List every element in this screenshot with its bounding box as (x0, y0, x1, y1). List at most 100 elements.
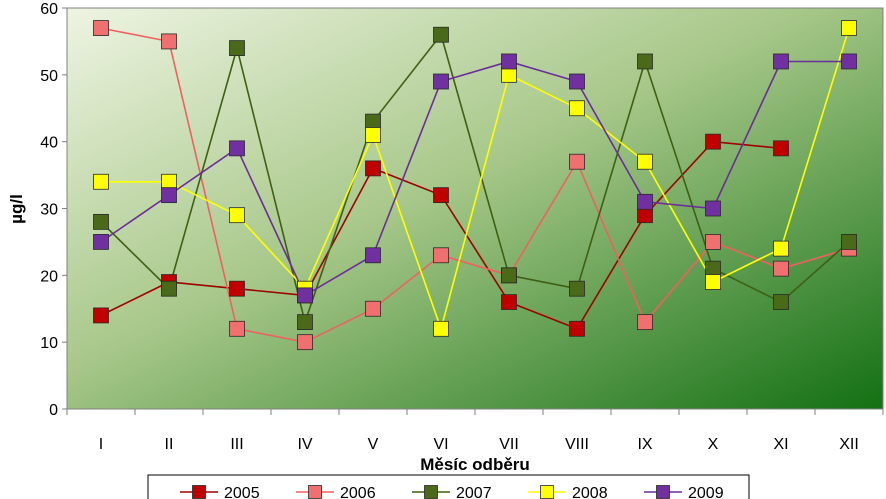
data-point (501, 294, 517, 310)
y-tick-label: 30 (40, 202, 58, 219)
data-point (297, 334, 313, 351)
legend-item: 2005 (180, 485, 260, 499)
legend: 2005 2006 2007 2008 2009 (180, 485, 724, 499)
data-point (705, 274, 721, 290)
data-point (365, 160, 381, 177)
data-point (161, 280, 177, 297)
data-point (433, 247, 449, 264)
legend-label: 2007 (456, 485, 492, 499)
data-point (365, 113, 381, 130)
data-point (569, 100, 585, 117)
data-point (569, 153, 585, 170)
legend-label: 2005 (224, 485, 260, 499)
x-tick-label: VI (433, 436, 448, 453)
series-2009 (100, 60, 849, 297)
x-axis-title: Měsíc odběru (420, 455, 530, 474)
x-tick-label: III (230, 436, 243, 453)
data-point (161, 173, 177, 190)
data-point (841, 234, 857, 250)
data-point (773, 260, 789, 277)
x-tick-label: I (99, 436, 103, 453)
data-point (569, 73, 585, 90)
series-markers-2007 (93, 26, 857, 331)
data-point (93, 307, 109, 324)
data-point (433, 187, 449, 204)
data-point (637, 153, 653, 170)
series-markers-2009 (93, 53, 857, 304)
legend-box (147, 474, 750, 499)
data-point (569, 280, 585, 297)
series-2007 (100, 32, 850, 325)
y-tick-label: 10 (40, 335, 58, 352)
x-tick-label: XII (839, 436, 859, 453)
x-tick-label: X (708, 436, 719, 453)
data-point (773, 240, 789, 257)
x-tick-label: XI (773, 436, 788, 453)
series-layer (93, 20, 857, 351)
series-2008 (101, 27, 850, 332)
legend-label: 2009 (688, 485, 724, 499)
legend-item: 2006 (296, 485, 376, 499)
data-point (161, 187, 177, 204)
data-point (365, 247, 381, 264)
series-line (100, 32, 850, 325)
data-point (433, 320, 449, 337)
data-point (229, 140, 245, 157)
legend-item: 2009 (644, 485, 724, 499)
data-point (365, 127, 381, 143)
data-point (229, 320, 245, 337)
data-point (637, 53, 653, 70)
legend-marker (424, 485, 438, 499)
series-line (100, 27, 850, 344)
data-point (841, 20, 857, 36)
data-point (501, 53, 517, 70)
x-tick-label: VII (499, 436, 519, 453)
x-tick-label: V (368, 436, 379, 453)
series-line (101, 27, 850, 332)
data-point (229, 280, 245, 297)
data-point (773, 294, 789, 310)
data-point (433, 26, 449, 43)
data-point (705, 260, 721, 277)
data-point (637, 314, 653, 331)
data-point (705, 200, 721, 217)
x-axis: I II III IV V VI VII VIII IX X XI XII (66, 408, 884, 453)
legend-marker (656, 485, 670, 499)
y-tick-label: 50 (40, 68, 58, 85)
y-axis-title: µg/l (7, 194, 26, 224)
y-tick-label: 20 (40, 268, 58, 285)
data-point (705, 234, 721, 250)
legend-label: 2006 (340, 485, 376, 499)
data-point (297, 314, 313, 331)
legend-marker (540, 485, 554, 499)
legend-marker (308, 485, 322, 499)
data-point (501, 66, 517, 83)
data-point (841, 53, 857, 70)
data-point (705, 133, 721, 150)
y-tick-label: 60 (40, 1, 58, 18)
data-point (93, 234, 109, 250)
data-point (93, 20, 109, 36)
data-point (773, 140, 789, 157)
data-point (637, 207, 653, 224)
data-point (637, 193, 653, 210)
series-2006 (100, 27, 850, 344)
data-point (569, 320, 585, 337)
legend-label: 2008 (572, 485, 608, 499)
series-line (100, 60, 849, 297)
x-tick-label: IX (637, 436, 652, 453)
y-tick-label: 40 (40, 135, 58, 152)
y-axis: 0 10 20 30 40 50 60 (40, 1, 68, 419)
data-point (433, 73, 449, 90)
legend-item: 2007 (412, 485, 492, 499)
y-tick-label: 0 (49, 402, 58, 419)
data-point (229, 207, 245, 224)
data-point (773, 53, 789, 70)
data-point (229, 40, 245, 56)
x-tick-label: VIII (565, 436, 589, 453)
data-point (93, 213, 109, 230)
plot-area (66, 7, 884, 410)
data-point (501, 267, 517, 284)
legend-item: 2008 (528, 485, 608, 499)
